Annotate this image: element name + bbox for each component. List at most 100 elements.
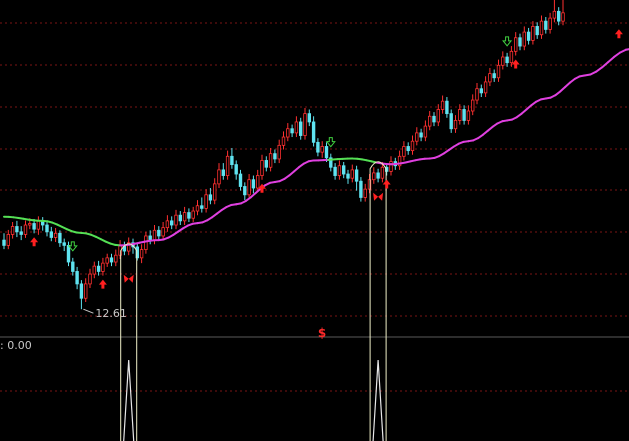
ma-segment — [568, 77, 576, 84]
candle-body — [453, 120, 458, 130]
sell-arrow-icon — [325, 137, 336, 148]
candle-body — [84, 283, 88, 299]
ma-segment — [564, 81, 571, 89]
ma-segment — [525, 104, 533, 111]
dollar-sign-marker: $ — [318, 326, 326, 340]
candle-body — [101, 262, 105, 272]
candle-body — [200, 205, 204, 209]
candle-body — [45, 224, 49, 233]
candle-body — [148, 235, 152, 241]
candle-body — [298, 121, 303, 136]
candle-body — [53, 232, 58, 238]
candle-body — [492, 73, 496, 79]
ma-segment — [618, 48, 627, 54]
buy-arrow-icon — [98, 279, 107, 289]
candle-body — [247, 179, 251, 196]
buy-arrow-icon — [511, 59, 520, 69]
candle-body — [548, 17, 552, 30]
indicator-pulse — [123, 359, 135, 441]
ma-segment — [486, 125, 494, 132]
signal-markers — [30, 29, 623, 289]
ma-segment — [481, 129, 489, 136]
candle-body — [501, 56, 505, 66]
ma-segment — [249, 192, 257, 199]
low-price-label: 12.61 — [95, 307, 127, 320]
candle-body — [483, 81, 488, 94]
candle-body — [92, 265, 96, 275]
butterfly-marker-icon — [373, 192, 384, 201]
indicator-pulse — [372, 359, 384, 441]
candle-body — [488, 73, 492, 83]
candle-body — [311, 121, 316, 143]
candle-body — [255, 175, 260, 189]
candle-body — [544, 20, 548, 30]
ma-segment — [595, 66, 604, 73]
annotations: 12.61 : 0.00 $ — [0, 307, 326, 352]
candle-body — [380, 166, 385, 179]
candle-body — [445, 100, 449, 115]
candle-body — [415, 132, 419, 142]
candle-body — [406, 146, 410, 152]
crossover-bars — [120, 161, 387, 441]
candle-body — [178, 214, 182, 222]
buy-arrow-icon — [614, 29, 623, 39]
candle-body — [290, 128, 294, 134]
candle-body — [354, 169, 359, 182]
candle-body — [518, 37, 522, 47]
candle-body — [350, 169, 354, 179]
indicator-value-label: : 0.00 — [0, 339, 32, 352]
ma-segment — [288, 170, 296, 177]
candle-body — [79, 283, 84, 299]
candle-body — [432, 115, 436, 123]
candle-body — [359, 180, 363, 198]
candle-body — [372, 172, 376, 181]
candle-body — [496, 64, 501, 79]
candle-body — [462, 109, 466, 121]
candle-body — [191, 210, 195, 219]
candle-body — [458, 109, 462, 121]
candle-body — [281, 136, 286, 146]
candle-body — [32, 223, 36, 230]
candle-body — [174, 214, 178, 226]
candle-body — [440, 100, 445, 110]
candle-body — [268, 153, 273, 168]
candle-body — [19, 231, 23, 235]
candle-body — [436, 109, 440, 123]
candle-body — [204, 194, 208, 209]
indicator-pulses — [123, 359, 384, 441]
candle-body — [294, 121, 299, 134]
candle-body — [109, 257, 114, 263]
candle-body — [376, 172, 380, 179]
candle-body — [466, 110, 471, 121]
candle-body — [419, 132, 423, 138]
ma-segment — [293, 166, 301, 173]
candle-body — [427, 115, 432, 127]
candle-body — [28, 223, 32, 226]
candle-body — [187, 212, 191, 219]
ma-segment — [613, 51, 621, 58]
ma-segment — [254, 187, 262, 195]
candle-body — [410, 140, 415, 152]
candle-body — [49, 231, 53, 238]
candle-body — [337, 165, 342, 176]
candle-body — [341, 165, 346, 175]
candle-body — [251, 179, 256, 189]
ma-segment — [601, 61, 610, 69]
candle-body — [539, 20, 544, 36]
candle-body — [303, 113, 307, 136]
candle-body — [505, 56, 509, 64]
candle-body — [384, 166, 389, 172]
candle-body — [389, 161, 393, 172]
crossover-bar — [120, 243, 138, 441]
candle-body — [139, 249, 144, 259]
moving-average — [3, 48, 629, 247]
candle-body — [475, 88, 479, 101]
ma-segment — [211, 212, 218, 219]
candle-body — [10, 226, 15, 235]
candle-body — [367, 179, 372, 190]
candle-body — [277, 144, 281, 160]
candle-body — [165, 220, 170, 229]
candle-body — [423, 125, 428, 138]
candle-body — [552, 10, 557, 19]
